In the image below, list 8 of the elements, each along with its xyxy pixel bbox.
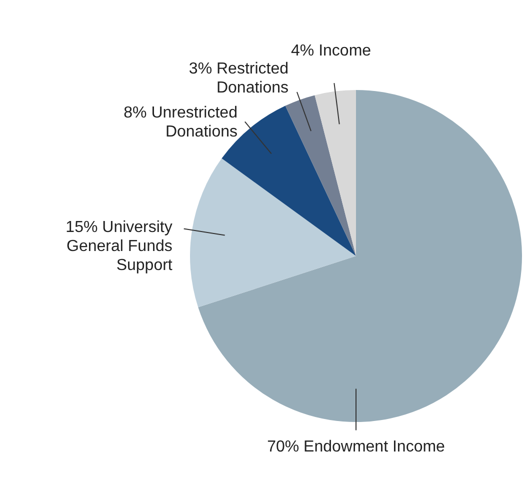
pie-slice bbox=[314, 90, 356, 256]
pie-slice bbox=[285, 95, 356, 256]
slice-label: 8% Unrestricted Donations bbox=[124, 104, 238, 141]
pie-slice bbox=[190, 158, 356, 308]
slice-label: 70% Endowment Income bbox=[267, 438, 446, 456]
slice-label: 4% Income bbox=[291, 42, 372, 60]
slice-label: 3% Restricted Donations bbox=[188, 60, 289, 97]
slice-label: 15% University General Funds Support bbox=[66, 218, 173, 274]
